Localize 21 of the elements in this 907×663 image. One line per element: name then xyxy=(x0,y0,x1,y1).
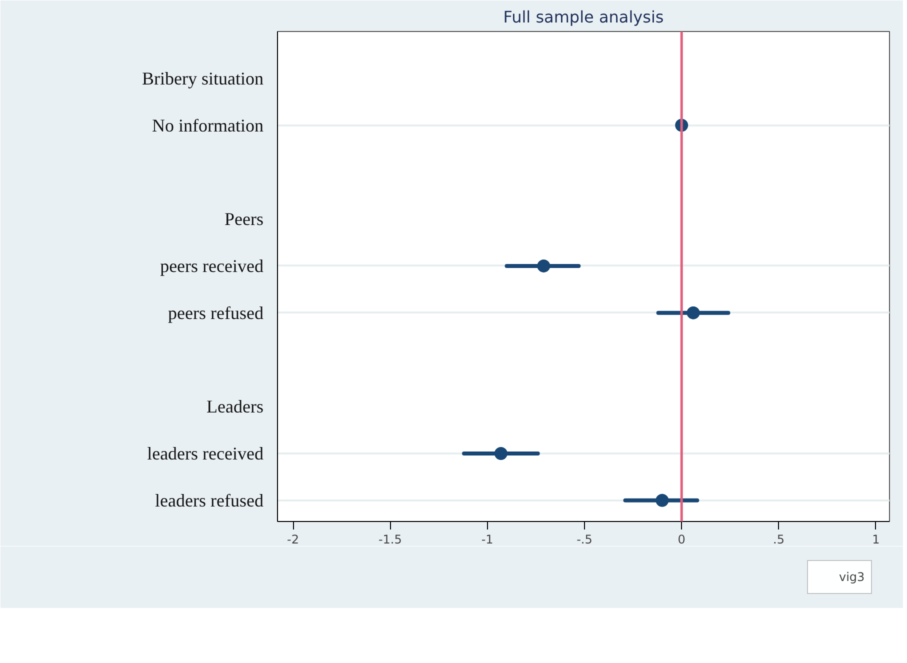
chart-title: Full sample analysis xyxy=(503,8,664,26)
y-tick-label: leaders received xyxy=(147,444,264,464)
point xyxy=(537,259,550,272)
point xyxy=(686,306,700,320)
point xyxy=(494,447,508,460)
y-tick-label: peers refused xyxy=(168,302,264,323)
x-tick-label: -2 xyxy=(287,532,300,546)
x-tick-label: -1 xyxy=(481,532,494,546)
y-tick-label: peers received xyxy=(160,256,264,276)
y-tick-label: No information xyxy=(152,115,264,136)
x-tick-label: 1 xyxy=(872,532,880,546)
y-tick-label: Leaders xyxy=(206,396,264,417)
x-tick-label: -.5 xyxy=(576,532,592,546)
point xyxy=(656,494,669,507)
x-tick-label: 0 xyxy=(678,532,686,546)
x-tick-label: .5 xyxy=(773,532,784,546)
y-tick-label: leaders refused xyxy=(155,490,264,510)
text: vig3 xyxy=(839,570,865,584)
x-tick-label: -1.5 xyxy=(378,532,402,546)
y-tick-label: Peers xyxy=(224,209,264,230)
y-tick-label: Bribery situation xyxy=(142,68,264,88)
